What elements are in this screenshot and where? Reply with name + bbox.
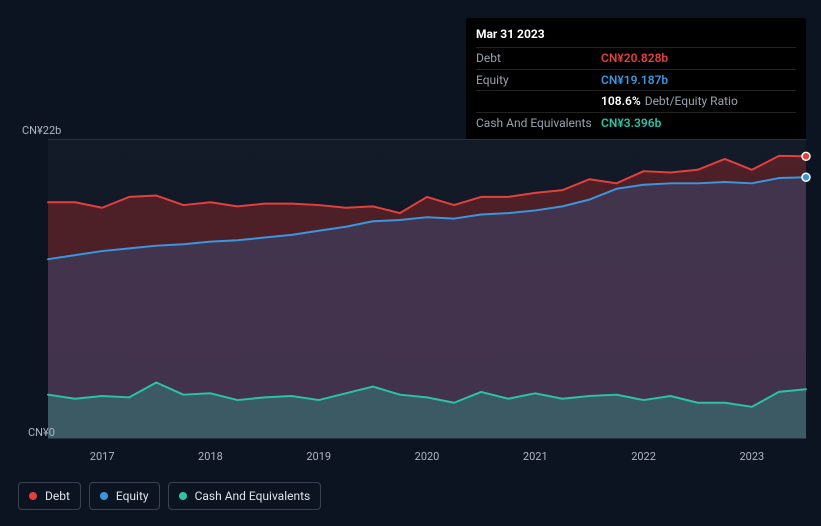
tooltip-label-equity: Equity (476, 72, 601, 89)
tooltip-value-cash: CN¥3.396b (601, 115, 661, 132)
y-tick-min: CN¥0 (28, 426, 55, 439)
chart-svg (48, 140, 806, 438)
y-tick-max: CN¥22b (22, 124, 61, 137)
circle-icon (29, 492, 37, 500)
end-marker-equity (802, 173, 810, 181)
x-tick: 2020 (415, 450, 440, 463)
legend-item-debt[interactable]: Debt (18, 482, 81, 510)
x-tick: 2021 (523, 450, 548, 463)
tooltip-panel: Mar 31 2023 Debt CN¥20.828b Equity CN¥19… (466, 18, 806, 140)
circle-icon (100, 492, 108, 500)
tooltip-label-ratio (476, 93, 601, 110)
tooltip-row-equity: Equity CN¥19.187b (476, 69, 796, 91)
tooltip-value-ratio: 108.6%Debt/Equity Ratio (601, 93, 738, 110)
x-tick: 2017 (90, 450, 115, 463)
chart-legend: Debt Equity Cash And Equivalents (18, 482, 321, 510)
tooltip-label-cash: Cash And Equivalents (476, 115, 601, 132)
tooltip-row-debt: Debt CN¥20.828b (476, 47, 796, 69)
end-marker-debt (802, 152, 810, 160)
x-tick: 2022 (631, 450, 656, 463)
circle-icon (179, 492, 187, 500)
x-tick: 2019 (306, 450, 331, 463)
x-tick: 2018 (198, 450, 223, 463)
x-tick: 2023 (739, 450, 764, 463)
x-axis: 2017 2018 2019 2020 2021 2022 2023 (48, 446, 806, 466)
legend-label-equity: Equity (116, 489, 149, 503)
legend-label-cash: Cash And Equivalents (195, 489, 311, 503)
tooltip-value-debt: CN¥20.828b (601, 50, 668, 67)
tooltip-row-cash: Cash And Equivalents CN¥3.396b (476, 112, 796, 134)
tooltip-date: Mar 31 2023 (476, 26, 796, 43)
legend-item-equity[interactable]: Equity (89, 482, 160, 510)
tooltip-label-debt: Debt (476, 50, 601, 67)
chart-plot-area[interactable] (48, 139, 806, 439)
tooltip-row-ratio: 108.6%Debt/Equity Ratio (476, 90, 796, 112)
tooltip-value-equity: CN¥19.187b (601, 72, 668, 89)
legend-item-cash[interactable]: Cash And Equivalents (168, 482, 322, 510)
legend-label-debt: Debt (45, 489, 70, 503)
